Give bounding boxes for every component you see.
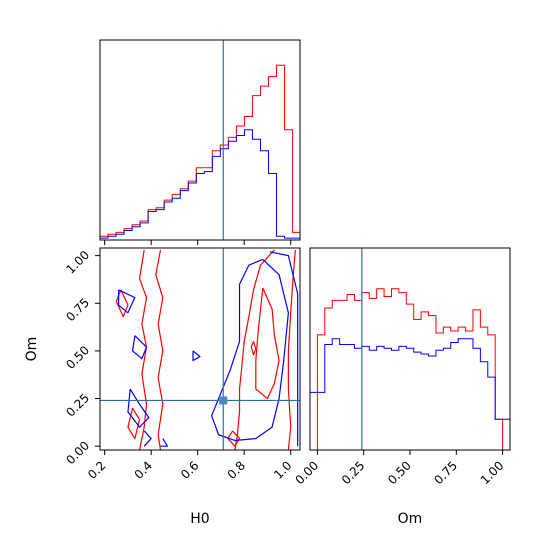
om-marginal-panel: 0.00 0.25 0.50 0.75 1.00 Om	[292, 247, 511, 527]
h0-marginal-panel	[99, 39, 301, 245]
c2d-frame	[99, 247, 301, 451]
contour-series-1-7	[192, 350, 201, 362]
h0-om-contour-panel: 0.2 0.4 0.6 0.8 1.0 0.00 0.25 0.50 0.75 1.00 H0 Om	[24, 247, 301, 527]
c2d-xtick-label-4: 1.0	[271, 458, 294, 481]
contour-series-0-2	[255, 287, 280, 400]
c2d-ytick-label-4: 1.00	[63, 248, 92, 277]
contour-series-0-8	[250, 341, 257, 356]
contour-series-0-7	[227, 430, 241, 447]
om-xtick-label-4: 1.00	[478, 458, 507, 487]
contour-series-1-2	[131, 335, 148, 360]
contour-series-1-3	[127, 388, 150, 428]
c2d-ytick-label-3: 0.75	[63, 295, 92, 324]
h0-xaxis-label: H0	[190, 511, 209, 527]
c2d-xtick-label-2: 0.6	[178, 458, 201, 481]
om-hist-series-1	[310, 338, 510, 450]
c2d-xtick-label-0: 0.2	[85, 458, 108, 481]
c2d-xtick-label-1: 0.4	[132, 458, 155, 481]
contour-series-0-1	[287, 249, 296, 450]
contour-series-1-0	[211, 258, 289, 442]
contour-series-0-6	[115, 289, 129, 318]
contour-series-0-4	[155, 249, 164, 450]
truth-marker	[219, 396, 228, 405]
om-xtick-label-2: 0.50	[385, 458, 414, 487]
om-xtick-label-0: 0.00	[292, 458, 321, 487]
c2d-ytick-label-0: 0.00	[63, 438, 92, 467]
om-hist-series-0	[310, 288, 510, 450]
contour-series-1-1	[269, 251, 299, 447]
contour-series-1-6	[160, 438, 169, 447]
h0-hist-series-1	[100, 129, 300, 240]
h0-hist-series-0	[100, 64, 300, 240]
contour-series-0-0	[234, 249, 275, 450]
h0-frame	[99, 39, 301, 241]
c2d-ytick-label-2: 0.50	[63, 343, 92, 372]
c2d-xtick-label-3: 0.8	[225, 458, 248, 481]
om-yaxis-label: Om	[24, 337, 40, 362]
om-xtick-label-3: 0.75	[431, 458, 460, 487]
c2d-ytick-label-1: 0.25	[63, 391, 92, 420]
contour-series-1-5	[143, 430, 152, 447]
contour-series-0-5	[127, 407, 141, 440]
om-xaxis-label: Om	[398, 511, 423, 527]
contour-series-1-4	[118, 289, 136, 314]
om-xtick-label-1: 0.25	[339, 458, 368, 487]
